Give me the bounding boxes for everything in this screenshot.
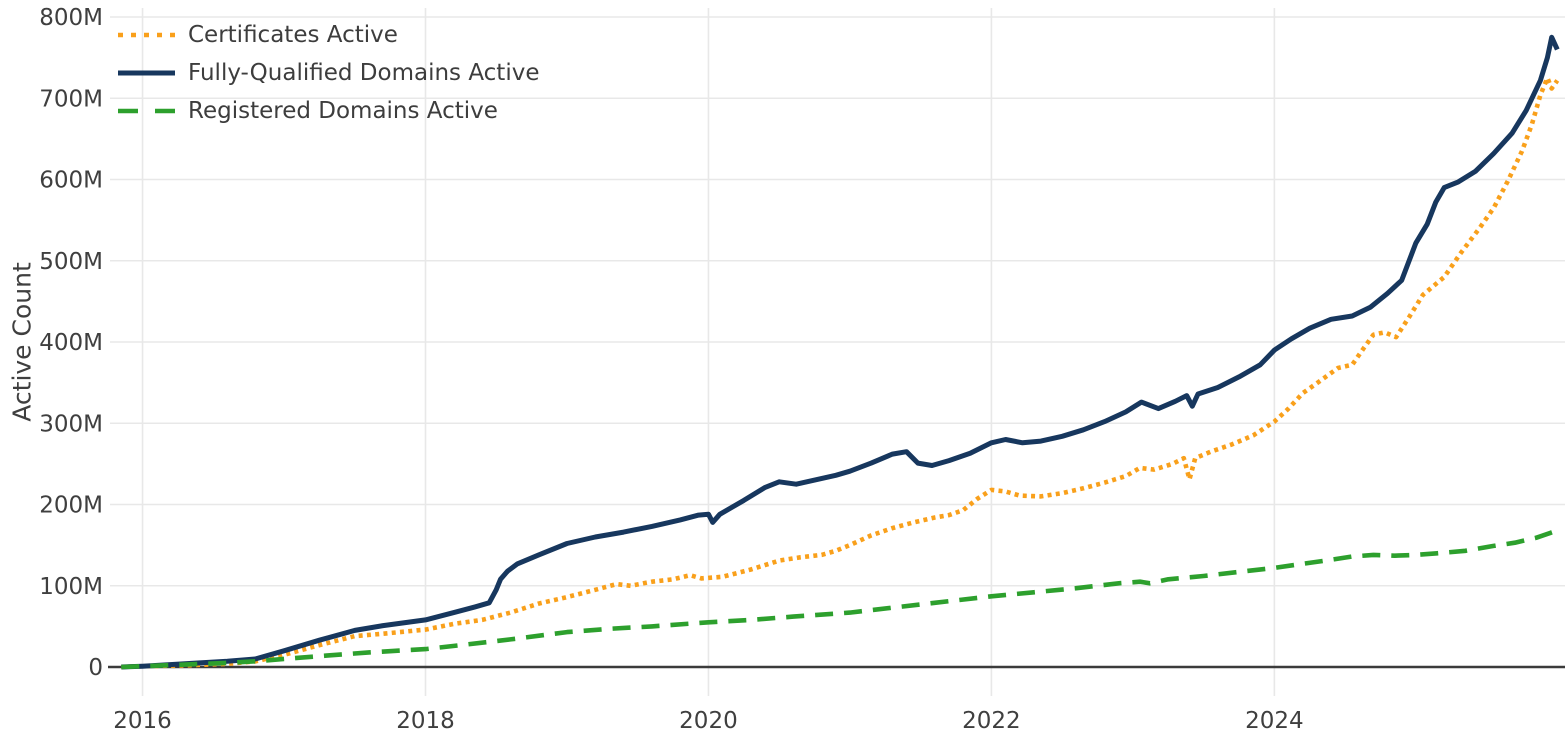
solid-line-swatch-icon	[118, 70, 175, 76]
series-line-0	[121, 75, 1560, 670]
legend: Certificates Active Fully-Qualified Doma…	[118, 19, 539, 133]
legend-item-fully-qualified-domains-active: Fully-Qualified Domains Active	[118, 57, 539, 89]
y-tick-label: 200M	[39, 493, 103, 519]
series-line-2	[121, 528, 1559, 670]
x-tick-label: 2018	[396, 708, 455, 734]
y-tick-label: 500M	[39, 249, 103, 275]
dotted-line-swatch-icon	[118, 32, 175, 38]
legend-item-certificates-active: Certificates Active	[118, 19, 539, 51]
series-line-1	[121, 34, 1560, 670]
y-tick-label: 400M	[39, 330, 103, 356]
legend-label-fully-qualified-domains-active: Fully-Qualified Domains Active	[188, 60, 540, 86]
x-tick-label: 2022	[962, 708, 1021, 734]
y-tick-label: 100M	[39, 574, 103, 600]
legend-label-registered-domains-active: Registered Domains Active	[188, 98, 498, 124]
y-tick-label: 0	[88, 655, 103, 681]
dashed-line-swatch-icon	[118, 108, 175, 114]
y-tick-label: 800M	[39, 5, 103, 31]
y-tick-label: 600M	[39, 168, 103, 194]
y-axis-title: Active Count	[7, 262, 37, 422]
x-tick-label: 2024	[1245, 708, 1304, 734]
x-tick-label: 2016	[113, 708, 172, 734]
legend-item-registered-domains-active: Registered Domains Active	[118, 95, 539, 127]
x-tick-label: 2020	[679, 708, 738, 734]
y-tick-label: 700M	[39, 86, 103, 112]
y-tick-label: 300M	[39, 411, 103, 437]
legend-label-certificates-active: Certificates Active	[188, 22, 398, 48]
